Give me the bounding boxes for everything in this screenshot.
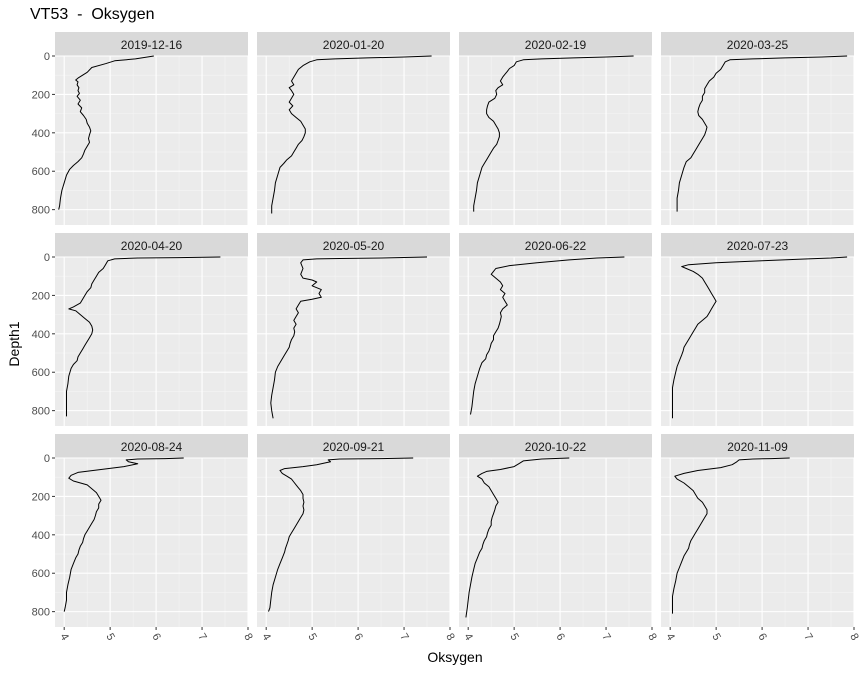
- y-tick-label: 200: [32, 290, 50, 302]
- y-tick-label: 600: [32, 166, 50, 178]
- facet-strip-label: 2020-05-20: [323, 239, 385, 253]
- facet-panel-2020-09-21: 2020-09-21 4 5 6 7 8: [257, 434, 457, 643]
- panel-background: [661, 56, 854, 225]
- y-tick-label: 200: [32, 491, 50, 503]
- y-tick-label: 600: [32, 367, 50, 379]
- panel-background: [459, 257, 652, 426]
- facet-strip: [55, 434, 248, 458]
- facet-panel-2020-05-20: 2020-05-20: [257, 233, 451, 426]
- x-tick-label: 4: [663, 631, 676, 642]
- x-tick-label: 7: [599, 631, 612, 642]
- facet-strip-label: 2020-09-21: [323, 440, 385, 454]
- panel-background: [55, 458, 248, 627]
- y-tick-label: 200: [32, 89, 50, 101]
- y-tick-label: 600: [32, 568, 50, 580]
- x-tick-label: 6: [351, 631, 364, 642]
- panel-background: [257, 56, 450, 225]
- x-tick-label: 6: [149, 631, 162, 642]
- y-tick-label: 800: [32, 607, 50, 619]
- panel-background: [55, 257, 248, 426]
- facet-panel-2020-01-20: 2020-01-20: [257, 32, 451, 225]
- facet-strip: [55, 32, 248, 56]
- x-tick-label: 6: [553, 631, 566, 642]
- facet-strip: [257, 434, 450, 458]
- facet-panel-2020-11-09: 2020-11-09 4 5 6 7 8: [661, 434, 861, 643]
- facet-panel-2019-12-16: 2019-12-16 0 200 400 600 800: [32, 32, 249, 225]
- facet-strip: [459, 233, 652, 257]
- panel-background: [55, 56, 248, 225]
- y-tick-label: 800: [32, 205, 50, 217]
- facet-strip: [55, 233, 248, 257]
- x-tick-label: 8: [847, 631, 860, 642]
- series-line: [672, 256, 848, 419]
- y-tick-label: 0: [44, 51, 50, 63]
- chart-title: VT53 - Oksygen: [30, 6, 155, 23]
- facet-strip-label: 2020-11-09: [727, 440, 788, 454]
- facet-strip-label: 2020-03-25: [727, 38, 789, 52]
- x-tick-label: 4: [259, 631, 272, 642]
- panel-background: [257, 458, 450, 627]
- panel-background: [257, 257, 450, 426]
- facet-panel-2020-03-25: 2020-03-25: [661, 32, 855, 225]
- facet-strip-label: 2020-07-23: [727, 239, 789, 253]
- facet-strip-label: 2020-06-22: [525, 239, 587, 253]
- facet-strip-label: 2020-01-20: [323, 38, 385, 52]
- facet-panel-2020-07-23: 2020-07-23: [661, 233, 855, 426]
- x-tick-label: 7: [801, 631, 814, 642]
- x-tick-label: 5: [305, 631, 318, 642]
- facet-panel-2020-04-20: 2020-04-20 0 200 400 600 800: [32, 233, 249, 426]
- facet-strip: [661, 434, 854, 458]
- y-tick-label: 400: [32, 329, 50, 341]
- series-line: [473, 55, 634, 212]
- x-tick-label: 7: [195, 631, 208, 642]
- facet-strip-label: 2020-02-19: [525, 38, 587, 52]
- x-tick-label: 5: [103, 631, 116, 642]
- facet-strip: [459, 32, 652, 56]
- y-tick-label: 800: [32, 406, 50, 418]
- facet-strip-label: 2020-04-20: [121, 239, 183, 253]
- y-tick-label: 400: [32, 530, 50, 542]
- x-tick-label: 8: [443, 631, 456, 642]
- facet-strip: [257, 32, 450, 56]
- y-tick-label: 0: [44, 453, 50, 465]
- series-line: [270, 256, 428, 419]
- x-tick-label: 5: [507, 631, 520, 642]
- facet-strip: [459, 434, 652, 458]
- series-line: [271, 55, 432, 214]
- x-tick-label: 8: [241, 631, 254, 642]
- facet-strip-label: 2020-10-22: [525, 440, 587, 454]
- panel-background: [661, 257, 854, 426]
- series-line: [66, 256, 221, 417]
- facet-strip: [257, 233, 450, 257]
- panel-background: [459, 458, 652, 627]
- facet-panel-2020-06-22: 2020-06-22: [459, 233, 653, 426]
- y-tick-label: 0: [44, 252, 50, 264]
- x-tick-label: 4: [57, 631, 70, 642]
- x-tick-label: 8: [645, 631, 658, 642]
- y-axis-title: Depth1: [6, 321, 22, 366]
- facet-strip: [661, 233, 854, 257]
- facet-panel-2020-02-19: 2020-02-19: [459, 32, 653, 225]
- x-tick-label: 4: [461, 631, 474, 642]
- x-axis-title: Oksygen: [427, 649, 482, 665]
- facet-panel-2020-10-22: 2020-10-22 4 5 6 7 8: [459, 434, 659, 643]
- series-line: [672, 457, 790, 614]
- y-tick-label: 400: [32, 128, 50, 140]
- series-line: [268, 457, 414, 612]
- facet-strip-label: 2019-12-16: [121, 38, 183, 52]
- series-line: [465, 457, 570, 618]
- series-line: [58, 55, 154, 210]
- panel-background: [459, 56, 652, 225]
- x-tick-label: 5: [709, 631, 722, 642]
- series-line: [470, 256, 625, 415]
- x-tick-label: 7: [397, 631, 410, 642]
- facet-panel-2020-08-24: 2020-08-24 0 200 400 600 800 4 5 6 7 8: [32, 434, 255, 643]
- x-tick-label: 6: [755, 631, 768, 642]
- series-line: [63, 457, 184, 612]
- series-line: [676, 55, 848, 212]
- facet-strip: [661, 32, 854, 56]
- facet-strip-label: 2020-08-24: [121, 440, 183, 454]
